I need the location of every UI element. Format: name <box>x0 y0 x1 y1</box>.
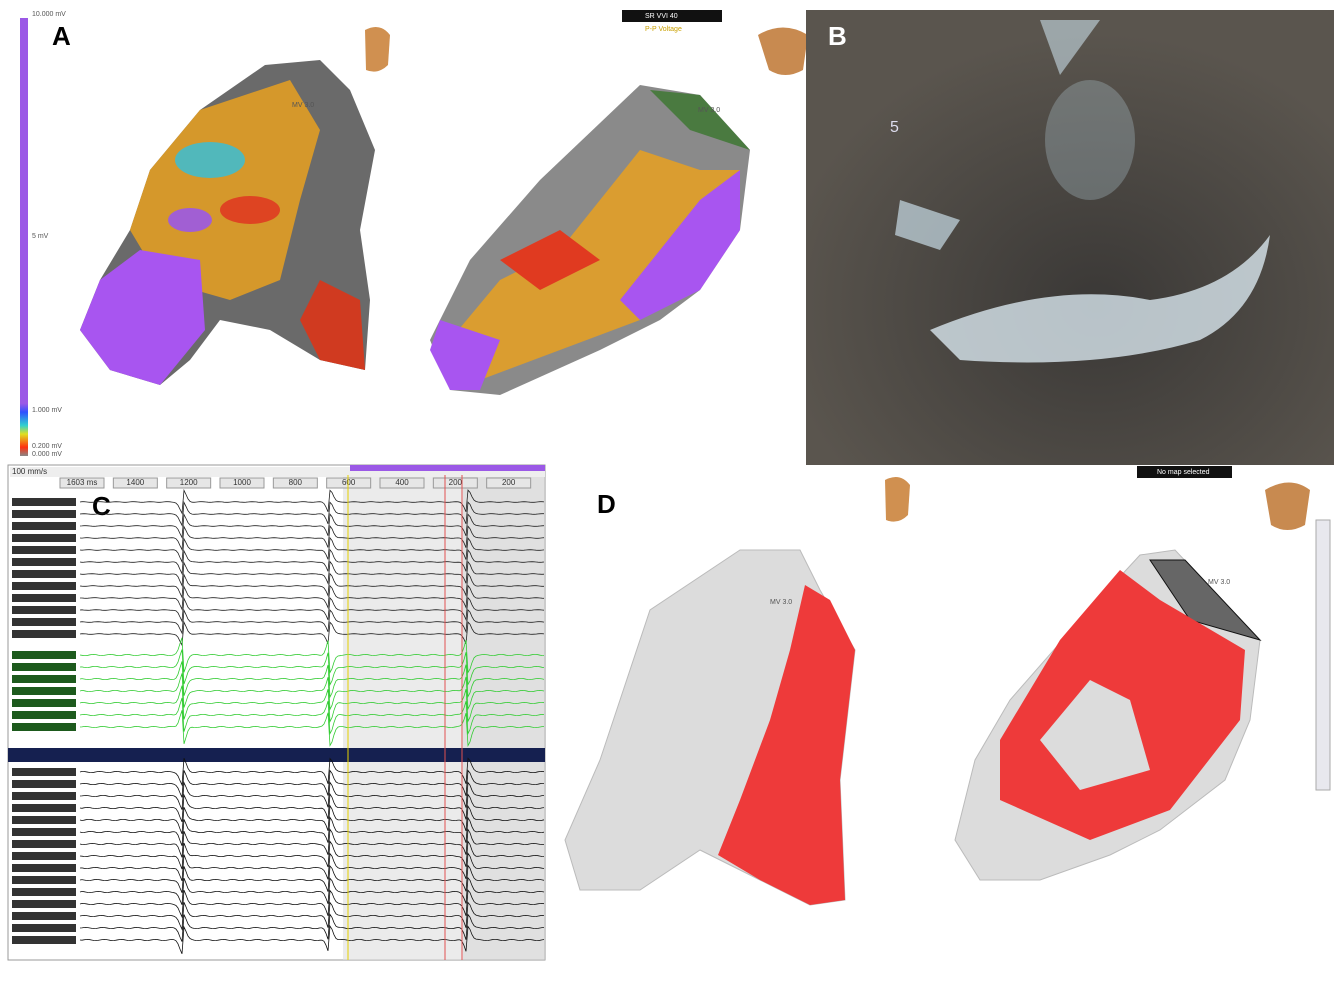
body: 10.000 mV 5 mV 1.000 mV 0.200 mV 0.000 m… <box>0 0 1334 976</box>
panel-c: 100 mm/s C 1603 ms 1400 1200 1000 800 600 400 2… <box>8 465 545 960</box>
page: Mapping figure {"panels": { "a": {"label… <box>0 0 1334 976</box>
panel-b: 5 B <box>806 10 1334 465</box>
toolbar[interactable] <box>1316 520 1330 790</box>
channel-label <box>12 711 76 719</box>
channel-label <box>12 840 76 848</box>
channel-label <box>12 675 76 683</box>
timeline-label: 800 <box>289 478 303 487</box>
valve-label: MV 3.0 <box>1208 579 1230 586</box>
map-type: P-P Voltage <box>645 26 682 33</box>
channel-label <box>12 651 76 659</box>
valve-label: MV 3.0 <box>292 102 314 109</box>
channel-label <box>12 534 76 542</box>
voltage-region <box>175 142 245 178</box>
map-selector-text: SR VVI 40 <box>645 13 678 20</box>
channel-label <box>12 570 76 578</box>
channel-label <box>12 816 76 824</box>
channel-label <box>12 618 76 626</box>
channel-label <box>12 498 76 506</box>
channel-label <box>12 936 76 944</box>
orientation-icon <box>1265 483 1310 531</box>
orientation-icon <box>885 477 910 522</box>
sweep-speed: 100 mm/s <box>12 467 47 476</box>
panel-a: 10.000 mV 5 mV 1.000 mV 0.200 mV 0.000 m… <box>20 10 808 458</box>
panel-letter: B <box>828 21 847 51</box>
channel-label <box>12 780 76 788</box>
scale-label: 0.200 mV <box>32 443 62 450</box>
valve-label: MV 3.0 <box>698 107 720 114</box>
channel-label <box>12 687 76 695</box>
panel-letter: A <box>52 21 71 51</box>
timeline-label: 1603 ms <box>67 478 98 487</box>
channel-label <box>12 630 76 638</box>
channel-label <box>12 828 76 836</box>
figure: 10.000 mV 5 mV 1.000 mV 0.200 mV 0.000 m… <box>0 0 1334 976</box>
valve-label: MV 3.0 <box>770 599 792 606</box>
panel-d: No map selected D MV 3.0 MV 3.0 <box>565 466 1330 905</box>
voltage-scale-bar <box>20 18 28 456</box>
channel-label <box>12 522 76 530</box>
channel-label <box>12 723 76 731</box>
channel-label <box>12 558 76 566</box>
channel-label <box>12 804 76 812</box>
scale-label: 1.000 mV <box>32 407 62 414</box>
timeline-label: 1000 <box>233 478 251 487</box>
channel-label <box>12 546 76 554</box>
timeline-label: 200 <box>449 478 463 487</box>
scale-label: 5 mV <box>32 233 49 240</box>
channel-label <box>12 900 76 908</box>
channel-label <box>12 864 76 872</box>
channel-label <box>12 912 76 920</box>
orientation-icon <box>758 28 808 76</box>
channel-label <box>12 876 76 884</box>
color-strip <box>350 465 545 471</box>
channel-label <box>12 768 76 776</box>
channel-label <box>12 510 76 518</box>
channel-label <box>12 582 76 590</box>
depth-marker: 5 <box>890 119 899 136</box>
channel-label <box>12 699 76 707</box>
voltage-region <box>80 250 205 385</box>
echo-image <box>806 10 1334 465</box>
channel-label <box>12 924 76 932</box>
reference-band <box>8 748 545 762</box>
channel-label <box>12 606 76 614</box>
channel-label <box>12 792 76 800</box>
timeline-label: 400 <box>395 478 409 487</box>
scale-label: 0.000 mV <box>32 451 62 458</box>
voltage-region <box>220 196 280 224</box>
scale-label: 10.000 mV <box>32 11 66 18</box>
channel-label <box>12 594 76 602</box>
ecg-shade <box>463 475 545 960</box>
voltage-region <box>168 208 212 232</box>
channel-label <box>12 663 76 671</box>
timeline-label: 1400 <box>126 478 144 487</box>
channel-label <box>12 888 76 896</box>
timeline-label: 200 <box>502 478 516 487</box>
timeline-label: 1200 <box>180 478 198 487</box>
orientation-icon <box>365 27 390 72</box>
map-selector-text: No map selected <box>1157 469 1210 476</box>
timeline-label: 600 <box>342 478 356 487</box>
panel-letter: D <box>597 489 616 519</box>
channel-label <box>12 852 76 860</box>
panel-letter: C <box>92 491 111 521</box>
echo-structure <box>1045 80 1135 200</box>
